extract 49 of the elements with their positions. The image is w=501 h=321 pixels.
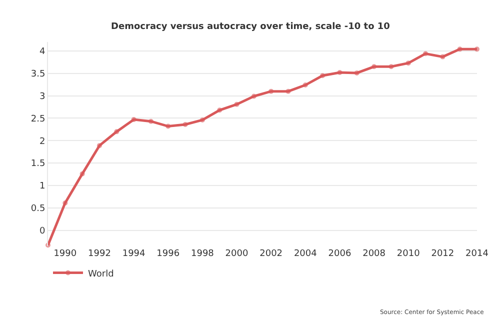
point (234, 102, 240, 107)
point (423, 51, 428, 56)
point (457, 46, 462, 52)
y-tick-label: 2.5 (30, 114, 46, 124)
point (96, 143, 102, 148)
chart-title: Democracy versus autocracy over time, scale -10 to 10 (111, 22, 390, 32)
point (251, 94, 256, 99)
point (166, 124, 171, 129)
y-tick-label: 3 (39, 92, 46, 102)
point (182, 122, 188, 127)
y-tick-label: 0 (39, 226, 46, 236)
x-tick-label: 2014 (466, 249, 489, 259)
x-tick-label: 2000 (225, 249, 248, 259)
y-tick-label: 3.5 (30, 70, 46, 80)
point (337, 70, 342, 75)
x-tick-label: 2012 (431, 249, 454, 259)
point (62, 200, 68, 206)
point (217, 108, 222, 113)
point (388, 64, 394, 70)
legend-label: World (88, 269, 114, 280)
point (406, 60, 411, 66)
point (474, 46, 480, 52)
point (440, 54, 446, 60)
x-tick-label: 1996 (156, 249, 180, 259)
y-tick-label: 2 (39, 136, 46, 147)
y-tick-label: 1.5 (30, 159, 46, 170)
x-tick-label: 2002 (260, 249, 283, 259)
point (200, 118, 205, 123)
point (302, 82, 308, 88)
point (268, 88, 274, 94)
point (114, 129, 120, 134)
x-tick-label: 1992 (88, 249, 111, 259)
x-tick-label: 2010 (396, 249, 420, 259)
point (372, 64, 377, 70)
point (286, 88, 291, 94)
point (354, 70, 360, 76)
y-tick-label: 1 (39, 182, 46, 192)
x-tick-label: 2006 (328, 249, 352, 259)
point (80, 171, 85, 176)
y-tick-label: 4 (39, 47, 46, 58)
y-tick-label: 0.5 (30, 204, 46, 214)
x-tick-label: 1994 (122, 249, 146, 259)
x-tick-label: 1990 (54, 249, 77, 259)
point (320, 73, 326, 78)
x-tick-label: 2008 (362, 249, 386, 259)
point (131, 117, 136, 122)
x-tick-label: 1998 (190, 249, 214, 259)
point (148, 118, 154, 124)
x-tick-label: 2004 (294, 249, 318, 259)
